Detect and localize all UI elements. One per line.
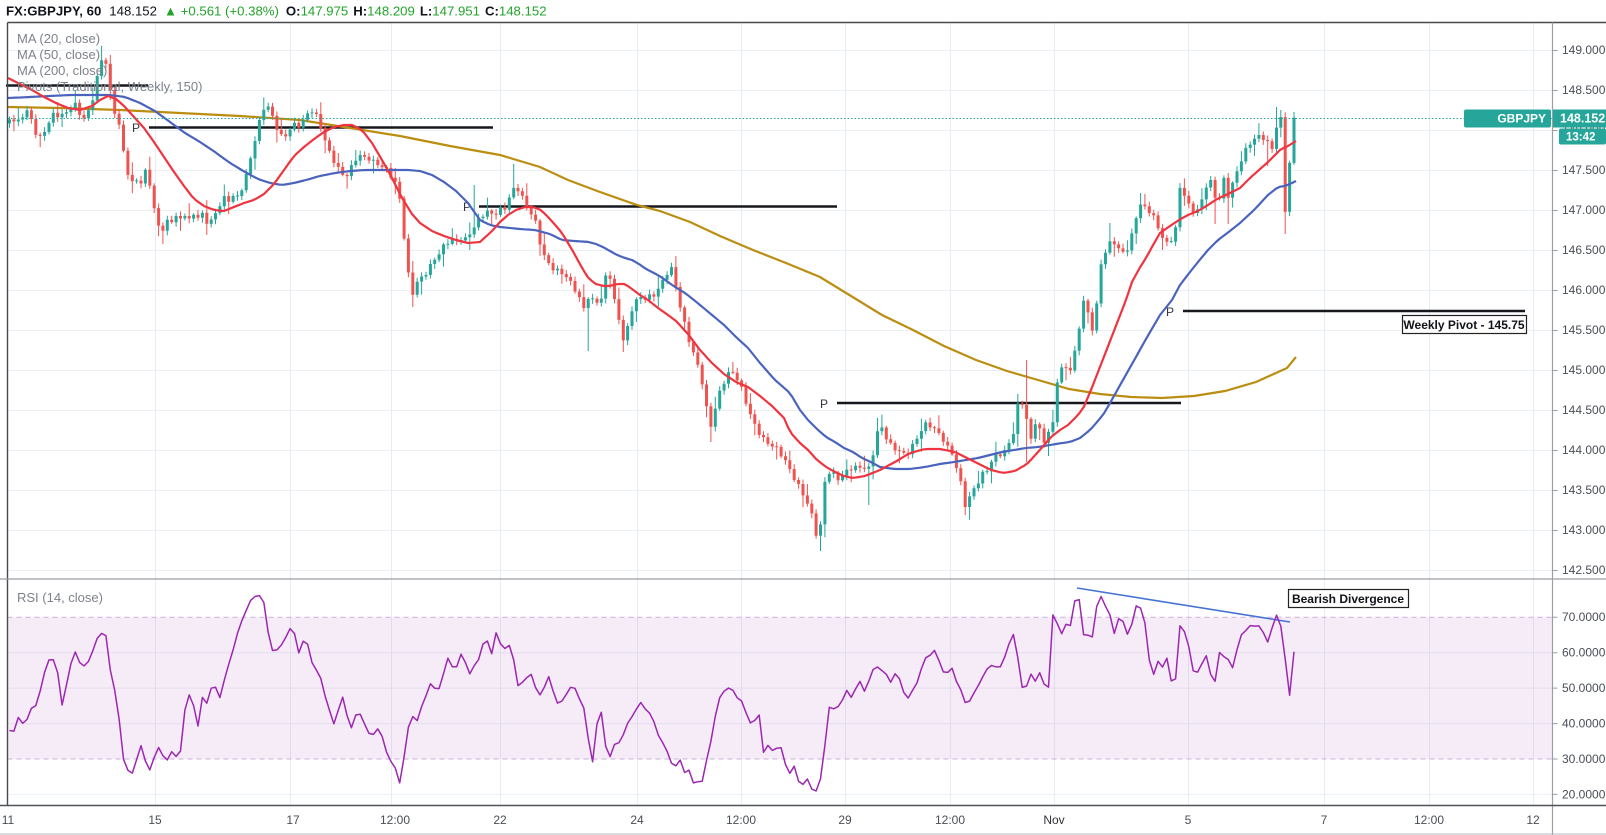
svg-text:17: 17 xyxy=(286,813,300,827)
svg-text:145.500: 145.500 xyxy=(1562,323,1606,337)
svg-text:143.500: 143.500 xyxy=(1562,483,1606,497)
svg-text:146.000: 146.000 xyxy=(1562,283,1606,297)
svg-text:Nov: Nov xyxy=(1043,813,1064,827)
svg-text:30.0000: 30.0000 xyxy=(1562,752,1606,766)
svg-text:148.152: 148.152 xyxy=(1560,112,1605,126)
svg-text:24: 24 xyxy=(630,813,644,827)
svg-text:40.0000: 40.0000 xyxy=(1562,717,1606,731)
svg-text:MA (20, close): MA (20, close) xyxy=(17,31,100,46)
svg-text:20.0000: 20.0000 xyxy=(1562,787,1606,801)
svg-text:P: P xyxy=(1166,305,1174,319)
svg-text:147.500: 147.500 xyxy=(1562,163,1606,177)
svg-text:7: 7 xyxy=(1321,813,1328,827)
svg-text:12:00: 12:00 xyxy=(935,813,965,827)
svg-text:22: 22 xyxy=(493,813,507,827)
svg-text:P: P xyxy=(820,397,828,411)
svg-text:147.000: 147.000 xyxy=(1562,203,1606,217)
svg-text:15: 15 xyxy=(148,813,162,827)
svg-text:144.000: 144.000 xyxy=(1562,443,1606,457)
svg-text:12:00: 12:00 xyxy=(1414,813,1444,827)
svg-text:MA (50, close): MA (50, close) xyxy=(17,47,100,62)
svg-text:P: P xyxy=(132,121,140,135)
svg-text:Bearish Divergence: Bearish Divergence xyxy=(1292,592,1404,606)
svg-text:70.0000: 70.0000 xyxy=(1562,610,1606,624)
svg-text:13:42: 13:42 xyxy=(1566,132,1595,144)
svg-text:MA (200, close): MA (200, close) xyxy=(17,63,107,78)
svg-text:146.500: 146.500 xyxy=(1562,243,1606,257)
svg-text:5: 5 xyxy=(1185,813,1192,827)
svg-text:GBPJPY: GBPJPY xyxy=(1497,112,1546,126)
svg-text:145.000: 145.000 xyxy=(1562,363,1606,377)
svg-text:50.0000: 50.0000 xyxy=(1562,681,1606,695)
svg-text:12:00: 12:00 xyxy=(726,813,756,827)
svg-text:144.500: 144.500 xyxy=(1562,403,1606,417)
svg-text:142.500: 142.500 xyxy=(1562,563,1606,577)
svg-text:12: 12 xyxy=(1526,813,1540,827)
svg-text:P: P xyxy=(463,200,471,214)
svg-text:148.500: 148.500 xyxy=(1562,83,1606,97)
svg-text:12:00: 12:00 xyxy=(380,813,410,827)
svg-text:149.000: 149.000 xyxy=(1562,43,1606,57)
svg-text:Pivots (Traditional, Weekly, 1: Pivots (Traditional, Weekly, 150) xyxy=(17,79,202,94)
svg-text:60.0000: 60.0000 xyxy=(1562,646,1606,660)
svg-text:Weekly Pivot - 145.75: Weekly Pivot - 145.75 xyxy=(1403,318,1525,332)
svg-text:RSI (14, close): RSI (14, close) xyxy=(17,590,103,605)
svg-text:11: 11 xyxy=(2,813,15,827)
svg-text:29: 29 xyxy=(838,813,852,827)
svg-text:143.000: 143.000 xyxy=(1562,523,1606,537)
